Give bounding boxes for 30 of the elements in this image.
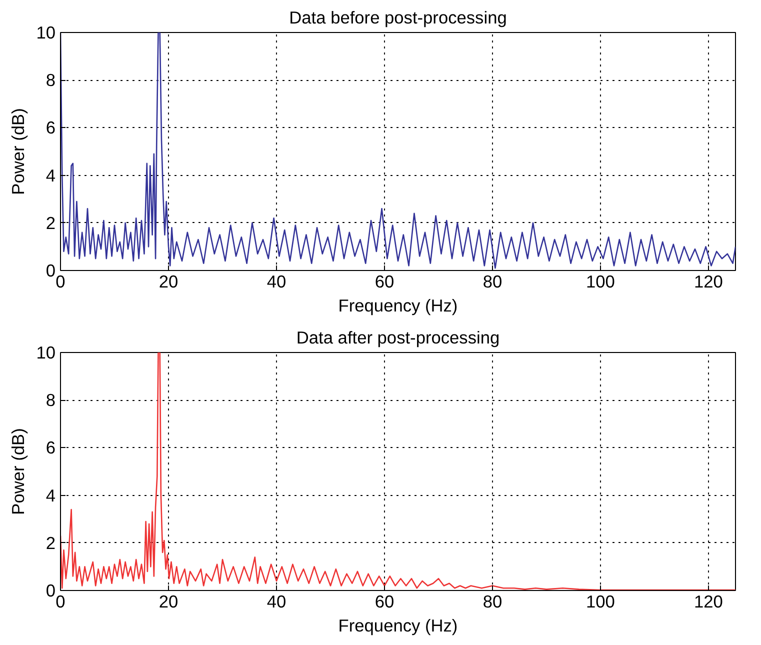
chart-title: Data before post-processing: [289, 8, 507, 28]
y-tick-label: 2: [46, 212, 56, 233]
x-tick-label: 40: [266, 272, 286, 292]
x-tick-label: 20: [158, 592, 178, 612]
x-tick-label: 80: [482, 272, 502, 292]
x-tick-label: 100: [586, 272, 615, 292]
chart-title: Data after post-processing: [296, 328, 500, 348]
y-tick-label: 6: [46, 118, 56, 138]
y-tick-label: 10: [36, 342, 56, 362]
y-tick-label: 4: [46, 165, 56, 186]
line-series: [60, 352, 736, 590]
y-tick-label: 8: [46, 390, 56, 410]
x-tick-label: 100: [586, 592, 615, 612]
y-axis-title: Power (dB): [8, 108, 28, 195]
x-tick-label: 60: [374, 592, 394, 612]
y-tick-label: 10: [36, 22, 56, 42]
y-tick-label: 2: [46, 532, 56, 553]
y-tick-label: 4: [46, 485, 56, 506]
x-axis-title: Frequency (Hz): [338, 616, 458, 636]
x-tick-label: 60: [374, 272, 394, 292]
x-tick-label: 40: [266, 592, 286, 612]
y-tick-label: 6: [46, 438, 56, 458]
x-tick-label: 120: [694, 272, 723, 292]
x-axis-title: Frequency (Hz): [338, 296, 458, 316]
x-tick-label: 80: [482, 592, 502, 612]
line-series: [60, 32, 736, 269]
y-axis-title: Power (dB): [8, 428, 28, 515]
x-tick-label: 120: [694, 592, 723, 612]
y-tick-label: 8: [46, 70, 56, 90]
x-tick-label: 20: [158, 272, 178, 292]
